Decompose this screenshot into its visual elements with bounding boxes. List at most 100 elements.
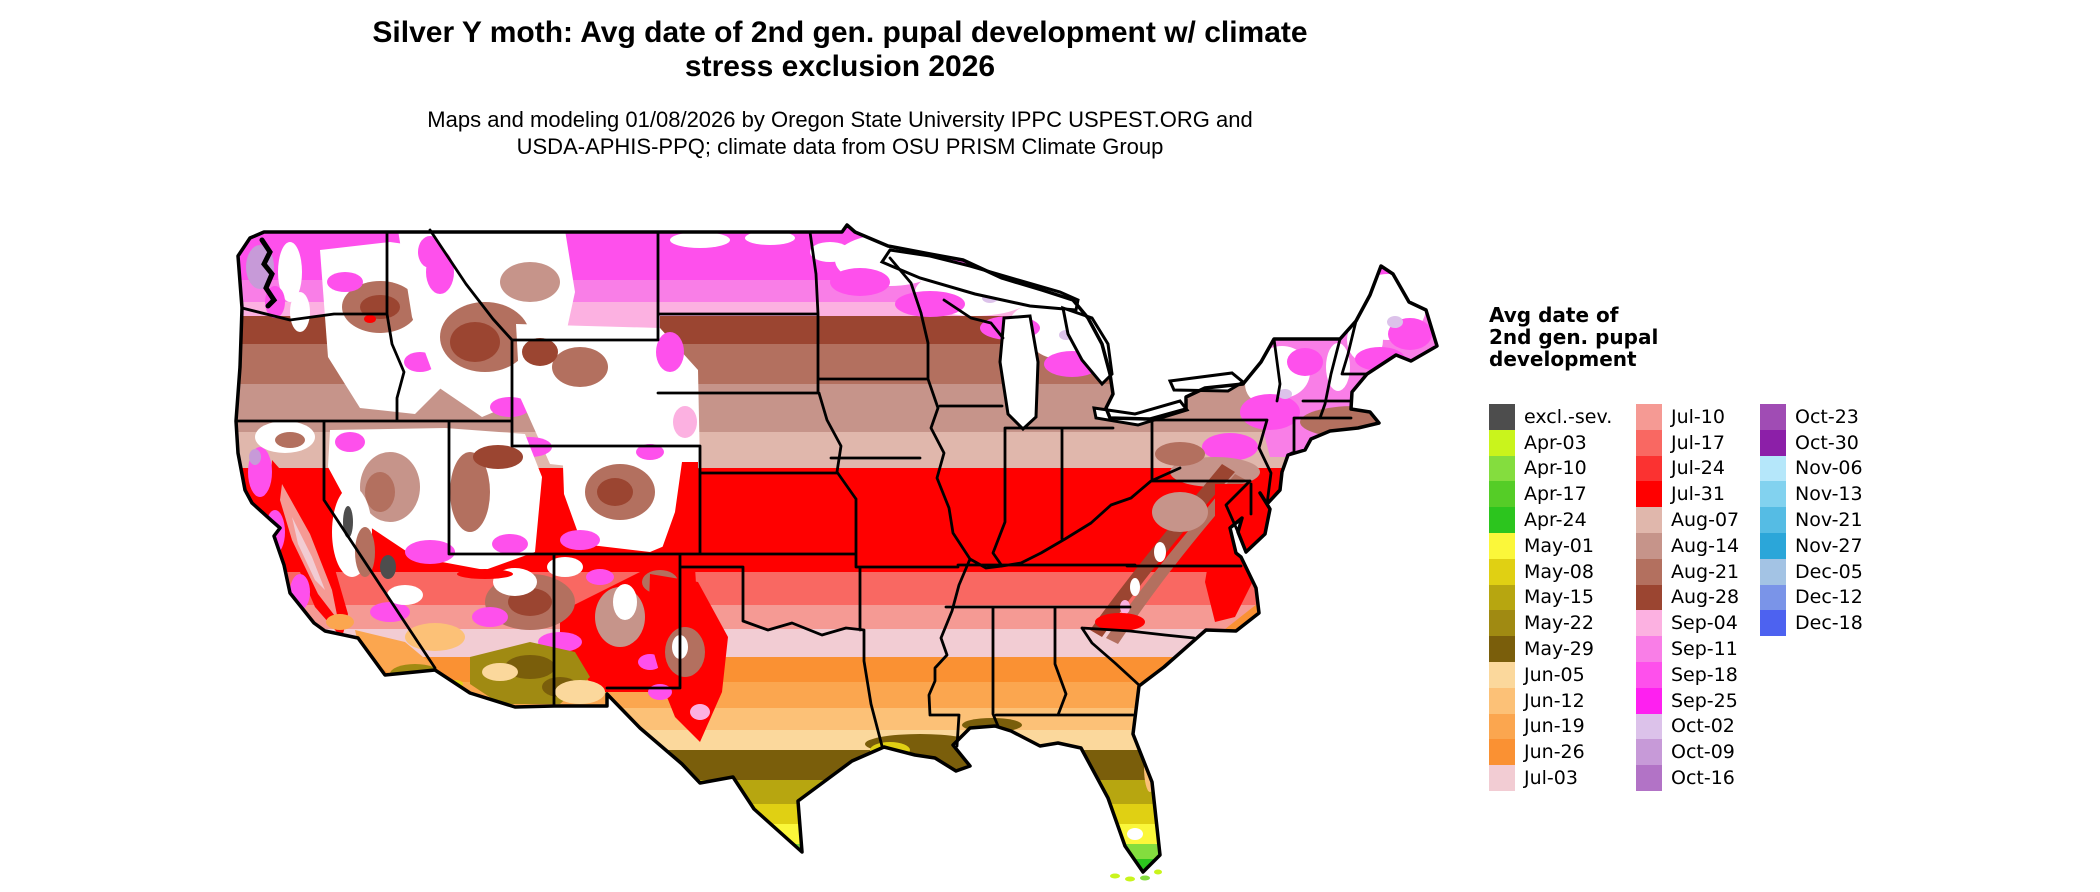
legend-label: Jul-24 [1671,457,1725,480]
legend-swatch [1636,661,1662,688]
legend-swatch [1489,610,1515,637]
legend-swatch [1489,661,1515,688]
legend-entry: Aug-07 [1636,507,1739,533]
legend-label: Dec-12 [1795,586,1863,609]
legend-swatch [1489,404,1515,430]
legend-label: Nov-06 [1795,457,1863,480]
legend-swatch [1636,558,1662,585]
legend-entry: Nov-21 [1760,507,1863,533]
legend-entry: Oct-23 [1760,404,1863,430]
legend-entry: Apr-03 [1489,429,1612,456]
us-outline [234,223,1439,874]
legend-label: Sep-18 [1671,663,1738,686]
legend-entry: Sep-18 [1636,661,1739,688]
legend-entry: May-15 [1489,584,1612,611]
legend-swatch [1636,636,1662,662]
legend-label: Aug-21 [1671,560,1740,583]
legend-swatch [1489,507,1515,533]
title-block: Silver Y moth: Avg date of 2nd gen. pupa… [140,16,1540,160]
legend-entry: Jul-17 [1636,429,1739,456]
legend-swatch [1760,404,1786,430]
legend-swatch [1489,455,1515,482]
map-raster-fill [236,225,1437,872]
legend-label: Aug-07 [1671,509,1740,532]
legend-column-1: excl.-sev. Apr-03 Apr-10 Apr-17 Apr-24 May-01… [1489,404,1612,791]
florida-keys [1110,869,1162,882]
legend-label: Sep-04 [1671,612,1738,635]
legend-label: Sep-11 [1671,638,1738,661]
title-line-2: stress exclusion 2026 [684,50,996,83]
legend-label: Oct-23 [1795,405,1859,428]
legend-column-3: Oct-23 Oct-30 Nov-06 Nov-13 Nov-21 Nov-27 Dec-… [1760,404,1863,637]
legend-entry: Apr-10 [1489,455,1612,482]
legend-label: Aug-28 [1671,586,1740,609]
legend-swatch [1489,765,1515,791]
legend-swatch [1636,404,1662,430]
state-borders [234,228,1369,748]
legend-entry: Jul-10 [1636,404,1739,430]
legend-swatch [1636,429,1662,456]
legend-label: Apr-24 [1524,509,1587,532]
legend-entry: May-22 [1489,610,1612,637]
title-line-1: Silver Y moth: Avg date of 2nd gen. pupa… [372,16,1308,49]
us-map-svg [234,223,1439,882]
legend-entry: Dec-12 [1760,584,1863,611]
legend-label: Dec-05 [1795,560,1863,583]
legend-entry: Jul-03 [1489,765,1612,791]
legend-swatch [1760,429,1786,456]
legend-entry: Apr-17 [1489,481,1612,508]
legend-entry: Sep-04 [1636,610,1739,637]
legend-entry: Jun-12 [1489,687,1612,714]
legend-swatch [1760,584,1786,611]
legend-swatch [1489,636,1515,662]
legend-swatch [1489,558,1515,585]
legend-label: Apr-17 [1524,483,1587,506]
legend-entry: May-01 [1489,532,1612,559]
legend-entry: Sep-11 [1636,636,1739,662]
legend-entry: Aug-21 [1636,558,1740,585]
legend-label: Jun-19 [1524,715,1585,738]
legend-swatch [1760,455,1786,482]
legend-entry: Nov-27 [1760,532,1863,559]
legend-entry: May-08 [1489,558,1612,585]
legend-swatch [1760,558,1786,585]
legend-swatch [1636,507,1662,533]
legend-label: Dec-18 [1795,612,1863,635]
legend-entry: excl.-sev. [1489,404,1612,430]
legend-swatch [1636,713,1662,740]
legend-label: Jul-03 [1524,767,1578,790]
legend-entry: Dec-18 [1760,610,1863,637]
legend-label: Nov-13 [1795,483,1863,506]
legend-label: May-01 [1524,534,1594,557]
legend-swatch [1489,532,1515,559]
legend-entry: Jul-31 [1636,481,1739,508]
legend-label: Jul-10 [1671,405,1725,428]
legend-swatch [1760,532,1786,559]
legend-swatch [1489,481,1515,508]
legend-column-2: Jul-10 Jul-17 Jul-24 Jul-31 Aug-07 Aug-14 Aug-… [1636,404,1739,791]
legend-label: excl.-sev. [1524,405,1613,428]
legend-swatch [1636,455,1662,482]
legend-entry: Aug-28 [1636,584,1740,611]
legend-entry: Jun-05 [1489,661,1612,688]
legend-swatch [1489,739,1515,766]
legend-swatch [1636,765,1662,791]
legend-label: Apr-03 [1524,431,1587,454]
legend-swatch [1636,610,1662,637]
legend-entry: Oct-16 [1636,765,1739,791]
legend-swatch [1489,687,1515,714]
legend-entry: Jun-19 [1489,713,1612,740]
page-title: Silver Y moth: Avg date of 2nd gen. pupa… [140,16,1540,84]
legend-label: Jul-17 [1671,431,1725,454]
legend-swatch [1636,532,1662,559]
legend-swatch [1636,739,1662,766]
legend-label: Jun-05 [1524,663,1585,686]
legend-label: Oct-09 [1671,741,1735,764]
legend-entry: Aug-14 [1636,532,1740,559]
legend-label: Aug-14 [1671,534,1740,557]
great-lakes [879,248,1246,432]
puget-sound [259,237,278,309]
legend-label: Jun-26 [1524,741,1585,764]
legend-swatch [1489,429,1515,456]
legend-label: Nov-27 [1795,534,1863,557]
